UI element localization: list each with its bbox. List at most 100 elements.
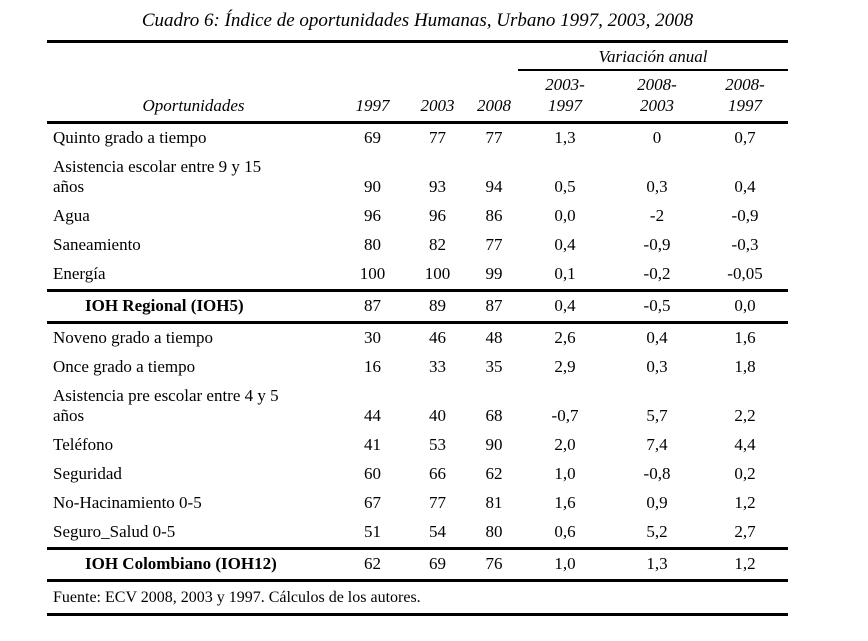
table-row: Asistencia escolar entre 9 y 15 años 90 93… (47, 153, 788, 202)
cell-value: 90 (364, 177, 381, 196)
cell-value: 1,3 (554, 128, 576, 147)
row-label: Seguridad (53, 464, 122, 483)
cell-value: 0,6 (518, 518, 612, 550)
cell-value: 76 (470, 548, 518, 582)
cell-value: 93 (429, 177, 446, 196)
row-label: No-Hacinamiento 0-5 (53, 493, 202, 512)
table-row: Seguridad 60 66 62 1,0 -0,8 0,2 (47, 460, 788, 489)
cell-value: 2,7 (702, 518, 789, 550)
cell-value: 77 (429, 128, 446, 147)
cell-value: 62 (340, 548, 405, 582)
cell-value: 96 (429, 206, 446, 225)
cell-value: 1,6 (734, 328, 756, 347)
cell-value: -0,2 (612, 260, 702, 292)
column-header-2008-1997: 2008- 1997 (702, 70, 789, 124)
cell-value: 53 (429, 435, 446, 454)
cell-value: 60 (364, 464, 381, 483)
table-row: Asistencia pre escolar entre 4 y 5 años 4… (47, 382, 788, 431)
table-row: Teléfono 41 53 90 2,0 7,4 4,4 (47, 431, 788, 460)
table-row: Quinto grado a tiempo 69 77 77 1,3 0 0,7 (47, 123, 788, 154)
row-label: Teléfono (53, 435, 114, 454)
cell-value: 0,1 (518, 260, 612, 292)
cell-value: 80 (364, 235, 381, 254)
cell-value: 87 (470, 290, 518, 324)
cell-value: -2 (649, 206, 665, 225)
cell-value: 77 (485, 235, 503, 254)
table-body: Quinto grado a tiempo 69 77 77 1,3 0 0,7 Asiste… (47, 123, 789, 582)
cell-value: 35 (485, 357, 503, 376)
row-label: Agua (53, 206, 90, 225)
cell-value: 44 (364, 406, 381, 425)
cell-value: -0,3 (731, 235, 759, 254)
cell-value: 1,3 (612, 548, 702, 582)
cell-value: 2,2 (734, 406, 756, 425)
cell-value: 1,0 (518, 548, 612, 582)
column-header-2008-2003: 2008- 2003 (612, 70, 702, 124)
row-label: Once grado a tiempo (53, 357, 196, 376)
row-label: IOH Colombiano (IOH12) (47, 548, 340, 582)
cell-value: 0,3 (646, 177, 668, 196)
cell-value: 1,0 (554, 464, 576, 483)
table-row: IOH Colombiano (IOH12) 62 69 76 1,0 1,3 1,2 (47, 548, 789, 582)
cell-value: 96 (364, 206, 381, 225)
cell-value: 16 (364, 357, 381, 376)
cell-value: 0,4 (734, 177, 756, 196)
row-label: Noveno grado a tiempo (53, 328, 214, 347)
cell-value: 1,6 (554, 493, 576, 512)
row-label: Asistencia pre escolar entre 4 y 5 años (53, 386, 279, 425)
cell-value: 99 (470, 260, 518, 292)
cell-value: 0,9 (646, 493, 668, 512)
cell-value: 86 (485, 206, 503, 225)
column-header-2003: 2003 (405, 70, 470, 124)
table-block: Cuadro 6: Índice de oportunidades Humana… (47, 0, 789, 616)
cell-value: 48 (485, 328, 503, 347)
cell-value: 0 (652, 128, 662, 147)
table-row: Noveno grado a tiempo 30 46 48 2,6 0,4 1,6 (47, 323, 788, 354)
cell-value: 90 (485, 435, 503, 454)
source-note: Fuente: ECV 2008, 2003 y 1997. Cálculos … (47, 580, 789, 616)
cell-value: 81 (485, 493, 503, 512)
cell-value: 0,4 (646, 328, 668, 347)
table-title: Cuadro 6: Índice de oportunidades Humana… (141, 10, 694, 31)
column-header-oportunidades: Oportunidades (47, 70, 340, 124)
cell-value: 0,2 (734, 464, 756, 483)
row-label: IOH Regional (IOH5) (47, 290, 340, 324)
header-spacer (47, 42, 518, 71)
cell-value: 87 (340, 290, 405, 324)
source-row: Fuente: ECV 2008, 2003 y 1997. Cálculos … (47, 580, 789, 616)
cell-value: 40 (429, 406, 446, 425)
cell-value: 5,2 (612, 518, 702, 550)
table-row: Energía 100 100 99 0,1 -0,2 -0,05 (47, 260, 789, 292)
cell-value: 7,4 (646, 435, 668, 454)
cell-value: 54 (405, 518, 470, 550)
cell-value: -0,9 (643, 235, 671, 254)
cell-value: 2,6 (554, 328, 576, 347)
table-row: Agua 96 96 86 0,0 -2 -0,9 (47, 202, 788, 231)
column-header-1997: 1997 (340, 70, 405, 124)
cell-value: 0,3 (646, 357, 668, 376)
cell-value: 89 (405, 290, 470, 324)
cell-value: 2,0 (554, 435, 576, 454)
row-label: Saneamiento (53, 235, 141, 254)
column-header-2008: 2008 (470, 70, 518, 124)
column-header-2003-1997: 2003- 1997 (518, 70, 612, 124)
cell-value: 30 (364, 328, 381, 347)
cell-value: 82 (429, 235, 446, 254)
cell-value: 0,0 (702, 290, 789, 324)
table-row: IOH Regional (IOH5) 87 89 87 0,4 -0,5 0,0 (47, 290, 789, 324)
cell-value: 67 (364, 493, 381, 512)
table-row: Seguro_Salud 0-5 51 54 80 0,6 5,2 2,7 (47, 518, 789, 550)
cell-value: 0,5 (554, 177, 576, 196)
variation-group-header: Variación anual (518, 41, 789, 71)
cell-value: 69 (364, 128, 381, 147)
cell-value: 0,0 (554, 206, 576, 225)
cell-value: 77 (429, 493, 446, 512)
cell-value: 66 (429, 464, 446, 483)
cell-value: 1,8 (734, 357, 756, 376)
cell-value: 0,7 (734, 128, 756, 147)
cell-value: 46 (429, 328, 446, 347)
cell-value: -0,7 (551, 406, 579, 425)
variation-group-row: Variación anual (47, 41, 789, 71)
cell-value: 33 (429, 357, 446, 376)
